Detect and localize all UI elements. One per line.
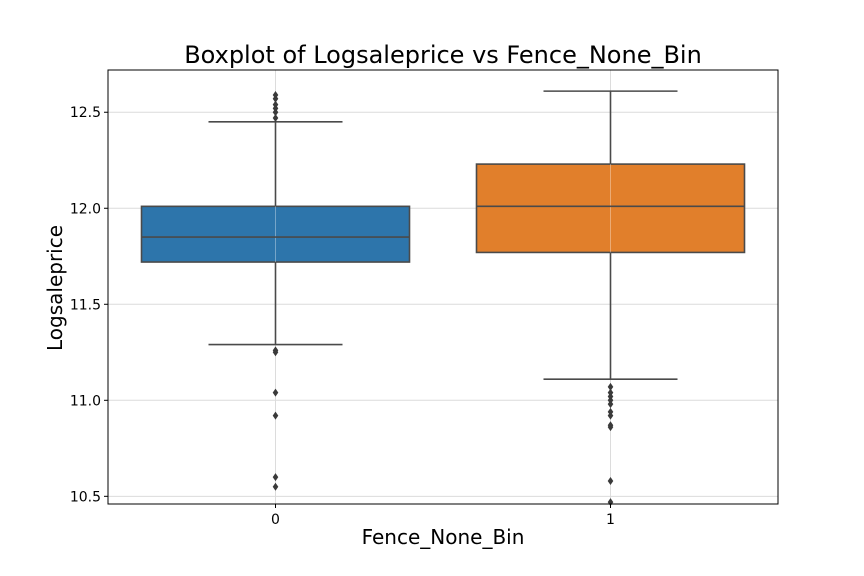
box-1 bbox=[475, 163, 746, 254]
x-tick-label: 1 bbox=[606, 512, 615, 528]
y-tick-label: 12.5 bbox=[70, 105, 101, 121]
x-axis-label: Fence_None_Bin bbox=[362, 525, 525, 549]
outlier-point bbox=[272, 94, 279, 103]
box-0 bbox=[140, 205, 411, 263]
outlier-point bbox=[272, 411, 279, 420]
outlier-point bbox=[272, 108, 279, 117]
outlier-point bbox=[272, 388, 279, 397]
outlier-point bbox=[272, 482, 279, 491]
y-tick-label: 12.0 bbox=[70, 201, 101, 217]
outlier-point bbox=[607, 411, 614, 420]
outlier-point bbox=[272, 348, 279, 357]
y-axis-label: Logsaleprice bbox=[43, 225, 67, 351]
y-tick-label: 10.5 bbox=[70, 489, 101, 505]
chart-title: Boxplot of Logsaleprice vs Fence_None_Bi… bbox=[184, 41, 702, 69]
outlier-point bbox=[272, 473, 279, 482]
outlier-point bbox=[607, 400, 614, 409]
plot-frame bbox=[107, 69, 779, 505]
outlier-point bbox=[607, 423, 614, 432]
y-tick-label: 11.5 bbox=[70, 297, 101, 313]
outlier-point bbox=[272, 114, 279, 123]
y-tick-label: 11.0 bbox=[70, 393, 101, 409]
outlier-point bbox=[607, 476, 614, 485]
x-tick-label: 0 bbox=[271, 512, 280, 528]
outlier-point bbox=[607, 498, 614, 507]
outlier-point bbox=[607, 382, 614, 391]
